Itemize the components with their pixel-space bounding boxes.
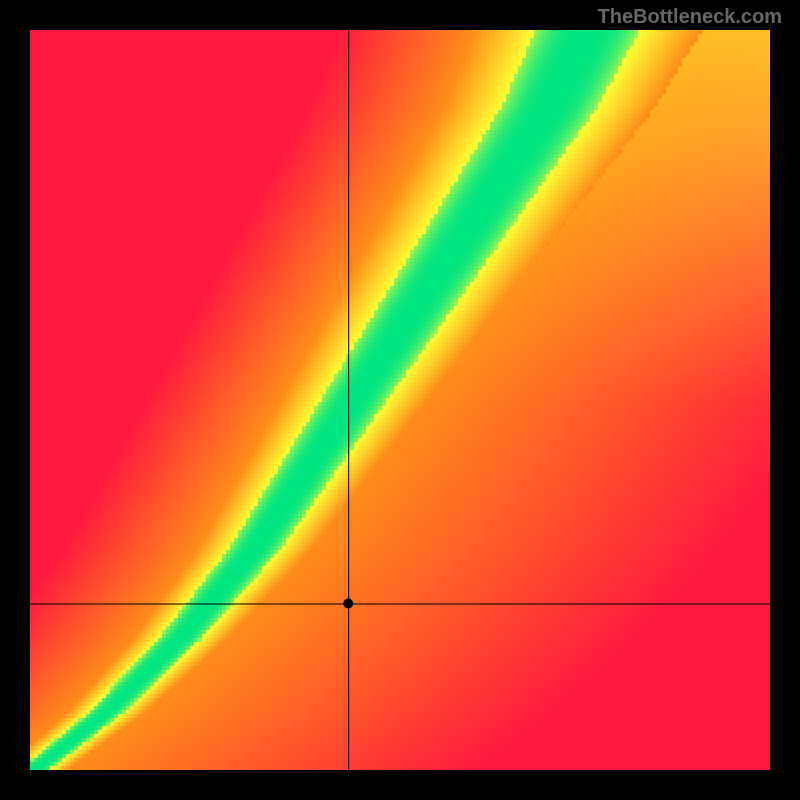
heatmap-plot: [30, 30, 770, 770]
watermark-text: TheBottleneck.com: [598, 6, 782, 29]
heatmap-canvas: [30, 30, 770, 770]
